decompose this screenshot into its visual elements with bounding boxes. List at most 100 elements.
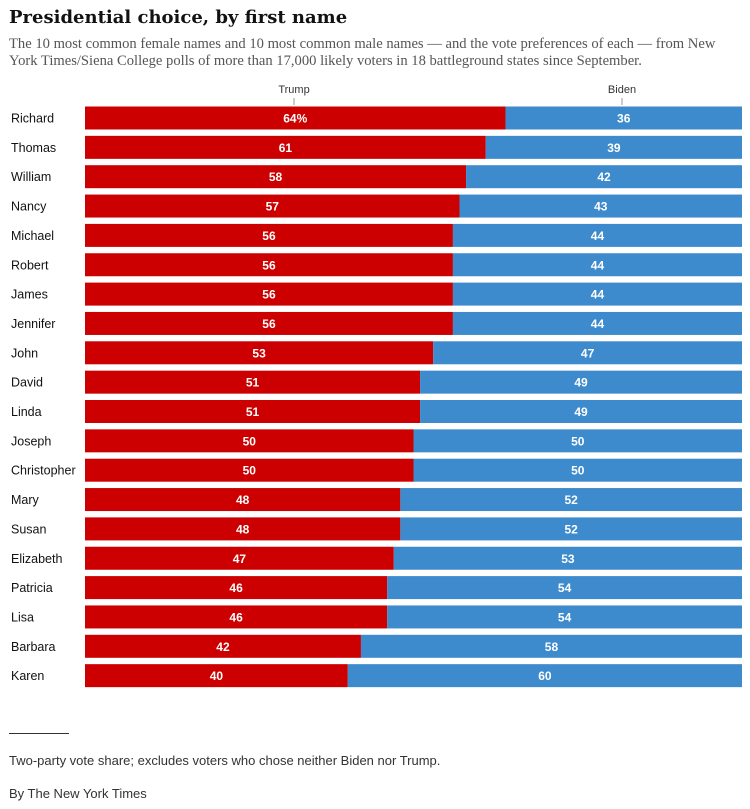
source-credit: By The New York Times <box>9 786 147 801</box>
row-label-jennifer: Jennifer <box>11 317 55 331</box>
value-label-biden-jennifer: 44 <box>591 317 605 331</box>
value-label-biden-michael: 44 <box>591 229 605 243</box>
bar-biden-thomas <box>485 135 742 159</box>
row-label-christopher: Christopher <box>11 464 76 478</box>
value-label-biden-james: 44 <box>591 288 605 302</box>
value-label-biden-barbara: 58 <box>545 640 559 654</box>
stacked-bar-chart: Trump Biden Richard 64% 36 Thomas 61 39 William 5… <box>11 84 742 688</box>
value-label-biden-susan: 52 <box>565 522 579 536</box>
bar-trump-john <box>85 341 434 365</box>
value-label-trump-john: 53 <box>252 346 266 360</box>
row-label-karen: Karen <box>11 669 44 683</box>
value-label-biden-karen: 60 <box>538 669 552 683</box>
footer-divider <box>9 733 69 734</box>
value-label-trump-joseph: 50 <box>243 434 257 448</box>
bar-trump-thomas <box>85 135 486 159</box>
row-label-elizabeth: Elizabeth <box>11 552 62 566</box>
bar-trump-michael <box>85 223 453 247</box>
series-header-biden: Biden <box>608 84 636 96</box>
bar-trump-barbara <box>85 634 361 658</box>
value-label-trump-susan: 48 <box>236 522 250 536</box>
value-label-biden-robert: 44 <box>591 258 605 272</box>
chart-subtitle: The 10 most common female names and 10 m… <box>9 36 716 69</box>
bar-trump-william <box>85 165 467 189</box>
bar-biden-elizabeth <box>393 546 742 570</box>
row-label-john: John <box>11 346 38 360</box>
bar-biden-lisa <box>387 605 742 629</box>
value-label-trump-thomas: 61 <box>279 141 293 155</box>
value-label-biden-thomas: 39 <box>607 141 621 155</box>
bar-biden-jennifer <box>452 311 742 335</box>
value-label-trump-jennifer: 56 <box>262 317 276 331</box>
bar-biden-robert <box>452 253 742 277</box>
value-label-trump-barbara: 42 <box>216 640 230 654</box>
bar-trump-patricia <box>85 576 388 600</box>
bar-trump-richard <box>85 106 506 130</box>
bar-biden-richard <box>505 106 742 130</box>
value-label-biden-nancy: 43 <box>594 200 608 214</box>
value-label-trump-mary: 48 <box>236 493 250 507</box>
bar-trump-elizabeth <box>85 546 394 570</box>
value-label-trump-nancy: 57 <box>266 200 280 214</box>
value-label-biden-john: 47 <box>581 346 595 360</box>
series-header-trump: Trump <box>278 84 309 96</box>
value-label-biden-richard: 36 <box>617 112 631 126</box>
value-label-trump-patricia: 46 <box>229 581 243 595</box>
bar-trump-karen <box>85 664 348 688</box>
value-label-biden-lisa: 54 <box>558 610 572 624</box>
row-label-william: William <box>11 170 51 184</box>
value-label-biden-mary: 52 <box>565 493 579 507</box>
bar-trump-james <box>85 282 453 306</box>
bar-trump-jennifer <box>85 311 453 335</box>
bar-biden-michael <box>452 223 742 247</box>
value-label-biden-joseph: 50 <box>571 434 585 448</box>
bar-biden-mary <box>400 488 742 512</box>
value-label-trump-lisa: 46 <box>229 610 243 624</box>
chart-title: Presidential choice, by first name <box>9 7 348 28</box>
bar-biden-joseph <box>413 429 742 453</box>
value-label-trump-william: 58 <box>269 170 283 184</box>
bar-trump-linda <box>85 400 421 423</box>
bar-biden-william <box>466 165 742 189</box>
bar-biden-christopher <box>413 458 742 482</box>
value-label-trump-christopher: 50 <box>243 464 257 478</box>
value-label-biden-william: 42 <box>597 170 611 184</box>
bar-trump-joseph <box>85 429 414 453</box>
value-label-trump-robert: 56 <box>262 258 276 272</box>
bar-biden-barbara <box>360 634 742 658</box>
value-label-trump-richard: 64% <box>283 112 307 126</box>
value-label-trump-david: 51 <box>246 376 260 390</box>
bar-biden-nancy <box>459 194 742 218</box>
bar-biden-john <box>433 341 742 365</box>
bar-biden-karen <box>347 664 742 688</box>
row-label-lisa: Lisa <box>11 610 34 624</box>
value-label-biden-christopher: 50 <box>571 464 585 478</box>
value-label-biden-linda: 49 <box>574 405 588 419</box>
row-label-james: James <box>11 288 48 302</box>
bar-biden-patricia <box>387 576 742 600</box>
row-label-susan: Susan <box>11 522 46 536</box>
bar-biden-david <box>420 370 742 394</box>
value-label-biden-david: 49 <box>574 376 588 390</box>
value-label-trump-karen: 40 <box>210 669 224 683</box>
bar-trump-lisa <box>85 605 388 629</box>
value-label-trump-james: 56 <box>262 288 276 302</box>
value-label-biden-patricia: 54 <box>558 581 572 595</box>
bar-trump-nancy <box>85 194 460 218</box>
row-label-linda: Linda <box>11 405 42 419</box>
bar-biden-susan <box>400 517 742 541</box>
row-label-barbara: Barbara <box>11 640 56 654</box>
bar-trump-robert <box>85 253 453 277</box>
row-label-robert: Robert <box>11 258 49 272</box>
bar-trump-christopher <box>85 458 414 482</box>
bar-trump-mary <box>85 488 401 512</box>
row-label-thomas: Thomas <box>11 141 56 155</box>
row-label-joseph: Joseph <box>11 434 51 448</box>
row-label-richard: Richard <box>11 112 54 126</box>
row-label-michael: Michael <box>11 229 54 243</box>
value-label-trump-linda: 51 <box>246 405 260 419</box>
bar-biden-james <box>452 282 742 306</box>
row-label-mary: Mary <box>11 493 40 507</box>
value-label-trump-elizabeth: 47 <box>233 552 247 566</box>
footnote: Two-party vote share; excludes voters wh… <box>9 753 441 768</box>
